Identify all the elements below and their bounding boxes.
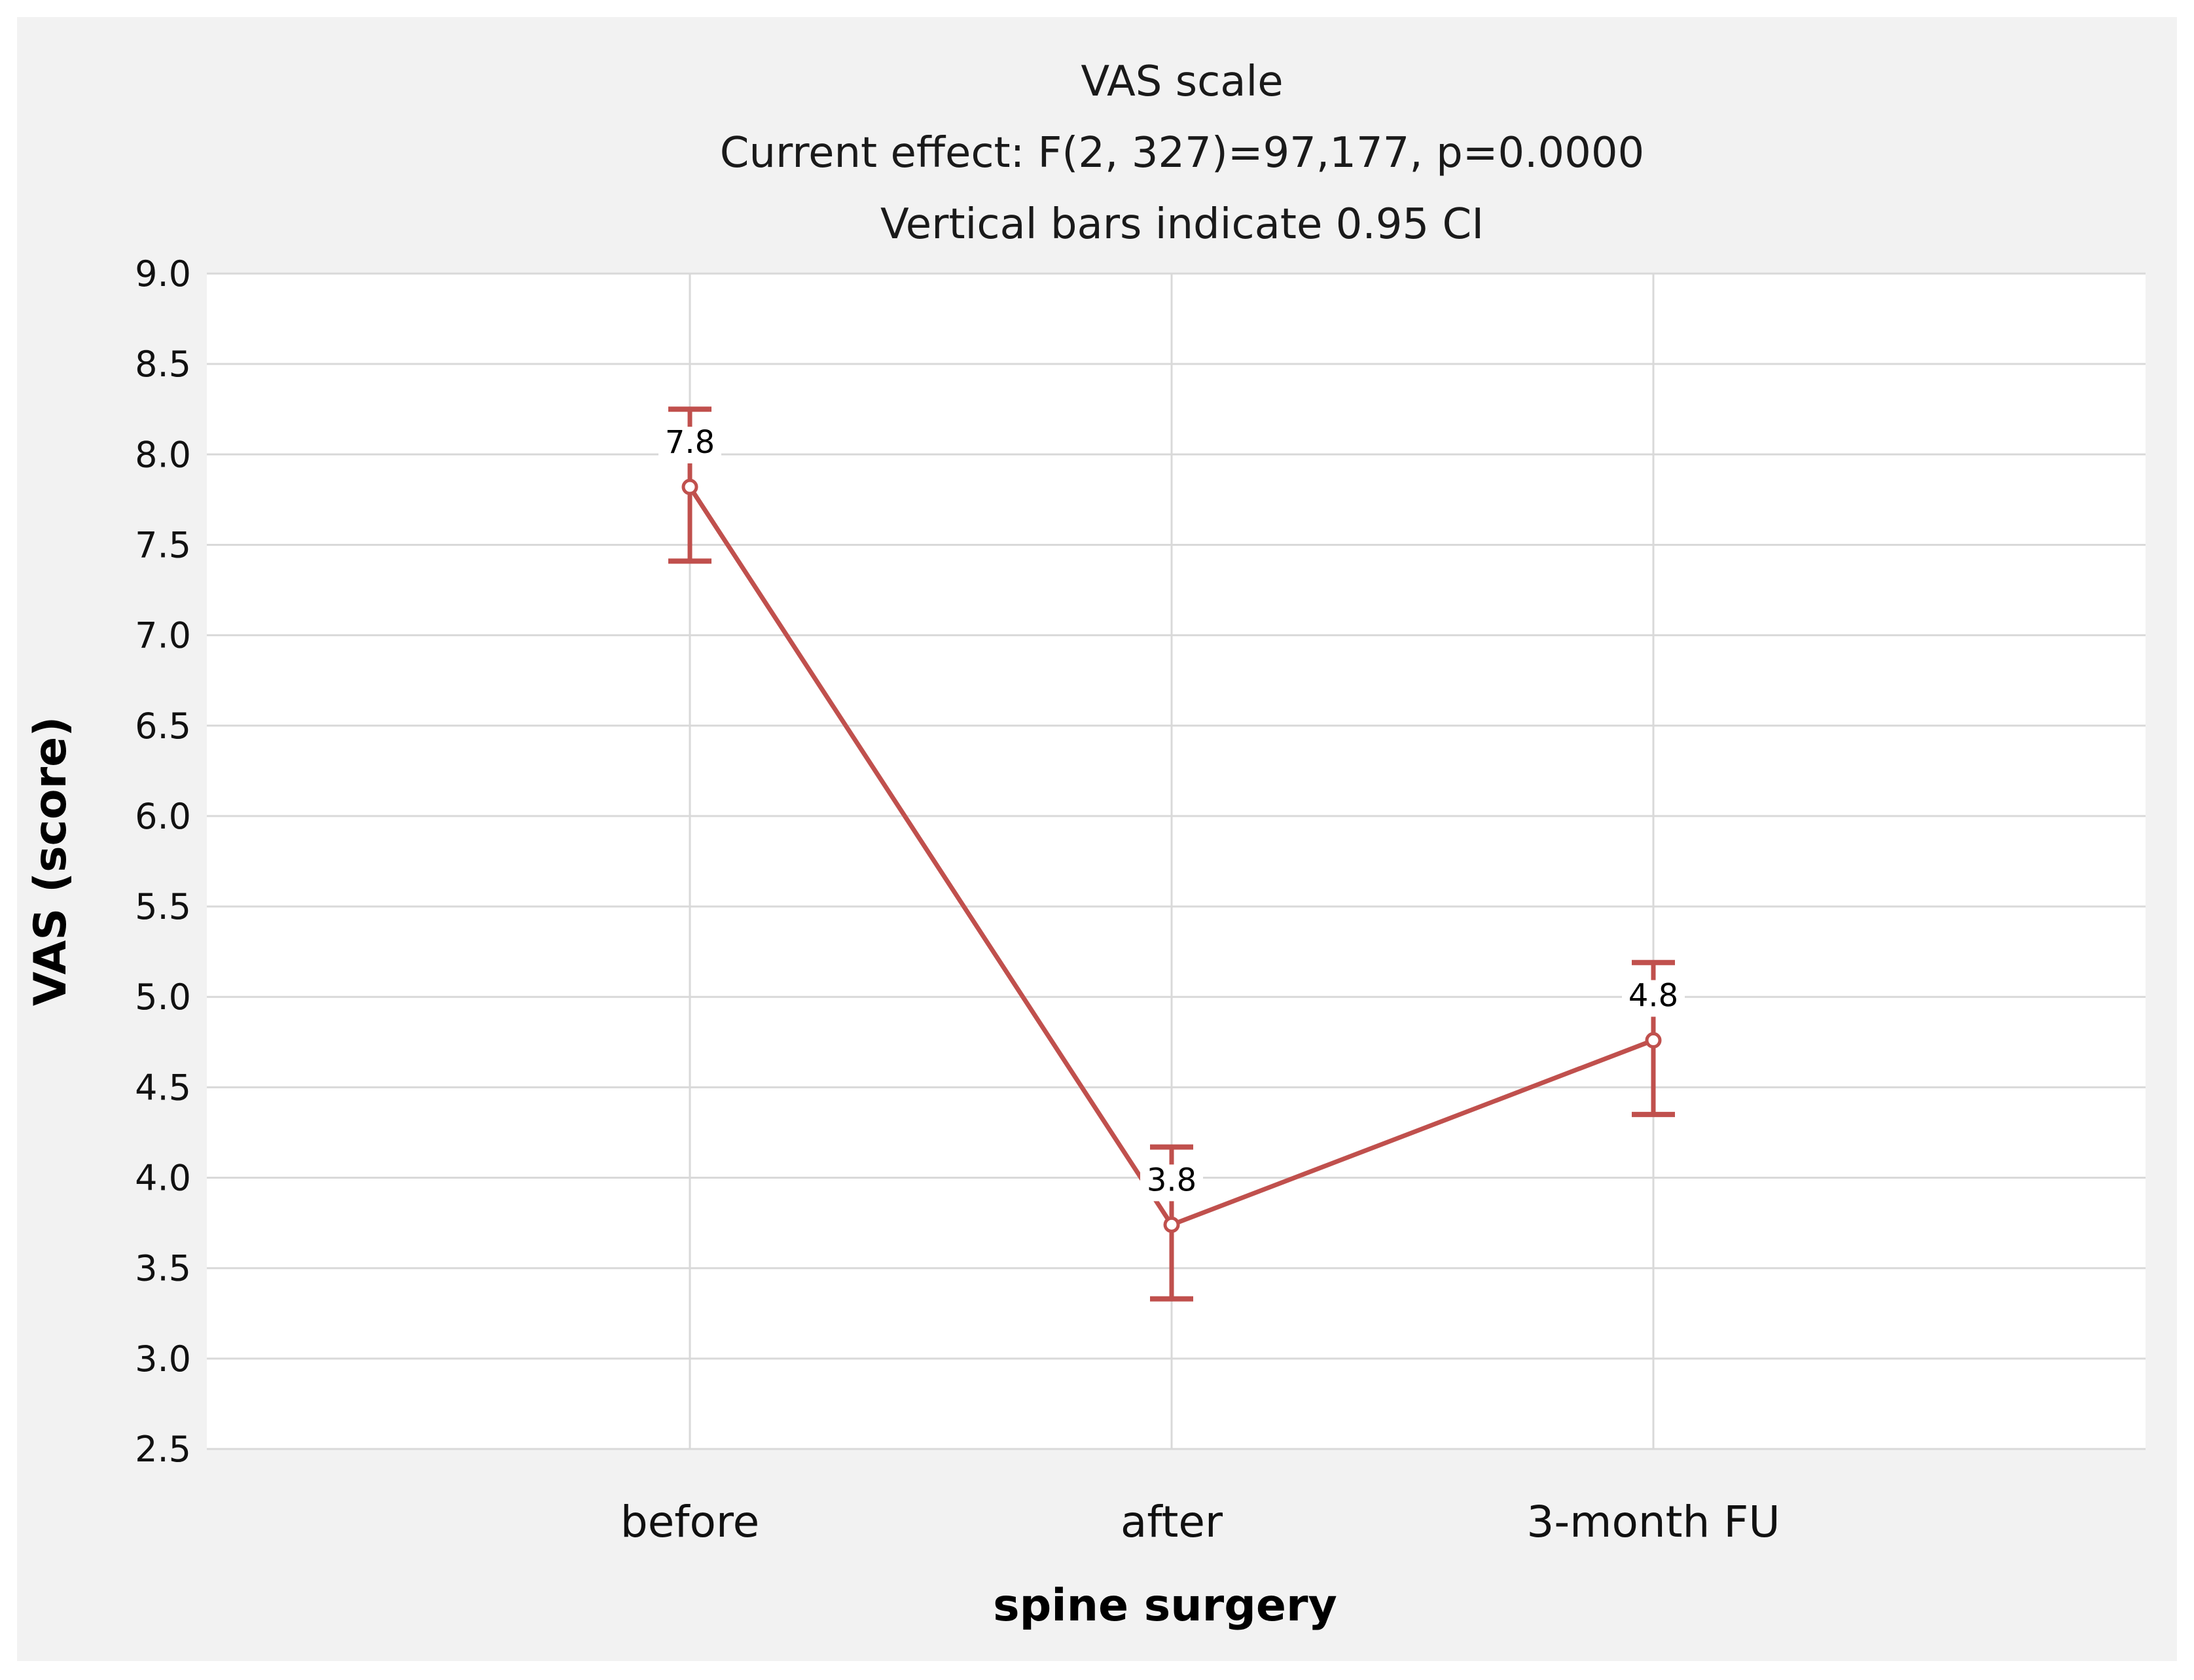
x-tick-label: after bbox=[1121, 1497, 1223, 1547]
chart-subtitle-effect: Current effect: F(2, 327)=97,177, p=0.00… bbox=[720, 129, 1645, 177]
chart-frame: VAS scale Current effect: F(2, 327)=97,1… bbox=[17, 17, 2177, 1661]
data-label: 7.8 bbox=[665, 424, 715, 461]
data-point bbox=[681, 478, 698, 495]
y-tick-label: 2.5 bbox=[135, 1429, 191, 1470]
y-axis-title: VAS (score) bbox=[25, 717, 77, 1007]
y-axis-ticks: 2.5 3.0 3.5 4.0 4.5 5.0 5.5 6.0 6.5 7.0 7.5 8.0 8.5 9… bbox=[135, 253, 191, 1470]
x-axis-ticks: before after 3-month FU bbox=[620, 1497, 1780, 1547]
x-tick-label: 3-month FU bbox=[1526, 1497, 1780, 1547]
data-point bbox=[1645, 1032, 1662, 1049]
y-tick-label: 6.0 bbox=[135, 796, 191, 837]
y-tick-label: 5.5 bbox=[135, 886, 191, 927]
y-tick-label: 6.5 bbox=[135, 706, 191, 747]
y-tick-label: 7.5 bbox=[135, 524, 191, 565]
y-tick-label: 8.0 bbox=[135, 434, 191, 475]
y-tick-label: 4.5 bbox=[135, 1067, 191, 1108]
data-label: 4.8 bbox=[1628, 978, 1678, 1014]
data-labels: 7.8 3.8 4.8 bbox=[658, 424, 1685, 1202]
y-tick-label: 4.0 bbox=[135, 1158, 191, 1199]
y-tick-label: 7.0 bbox=[135, 615, 191, 656]
data-point bbox=[1163, 1216, 1180, 1233]
y-tick-label: 3.0 bbox=[135, 1338, 191, 1380]
x-axis-title: spine surgery bbox=[993, 1580, 1337, 1632]
x-tick-label: before bbox=[620, 1497, 759, 1547]
y-tick-label: 9.0 bbox=[135, 253, 191, 295]
chart-subtitle-ci-note: Vertical bars indicate 0.95 CI bbox=[880, 200, 1484, 249]
y-tick-label: 3.5 bbox=[135, 1248, 191, 1289]
plot-area bbox=[207, 274, 2146, 1449]
data-label-bg bbox=[658, 427, 721, 464]
chart-title: VAS scale bbox=[1081, 58, 1283, 106]
y-tick-label: 8.5 bbox=[135, 344, 191, 385]
data-label-bg bbox=[1622, 980, 1685, 1017]
data-label: 3.8 bbox=[1147, 1162, 1196, 1198]
chart-svg: VAS scale Current effect: F(2, 327)=97,1… bbox=[25, 58, 2146, 1632]
data-label-bg bbox=[1140, 1164, 1203, 1202]
y-tick-label: 5.0 bbox=[135, 976, 191, 1018]
grid-lines bbox=[207, 272, 2146, 1450]
